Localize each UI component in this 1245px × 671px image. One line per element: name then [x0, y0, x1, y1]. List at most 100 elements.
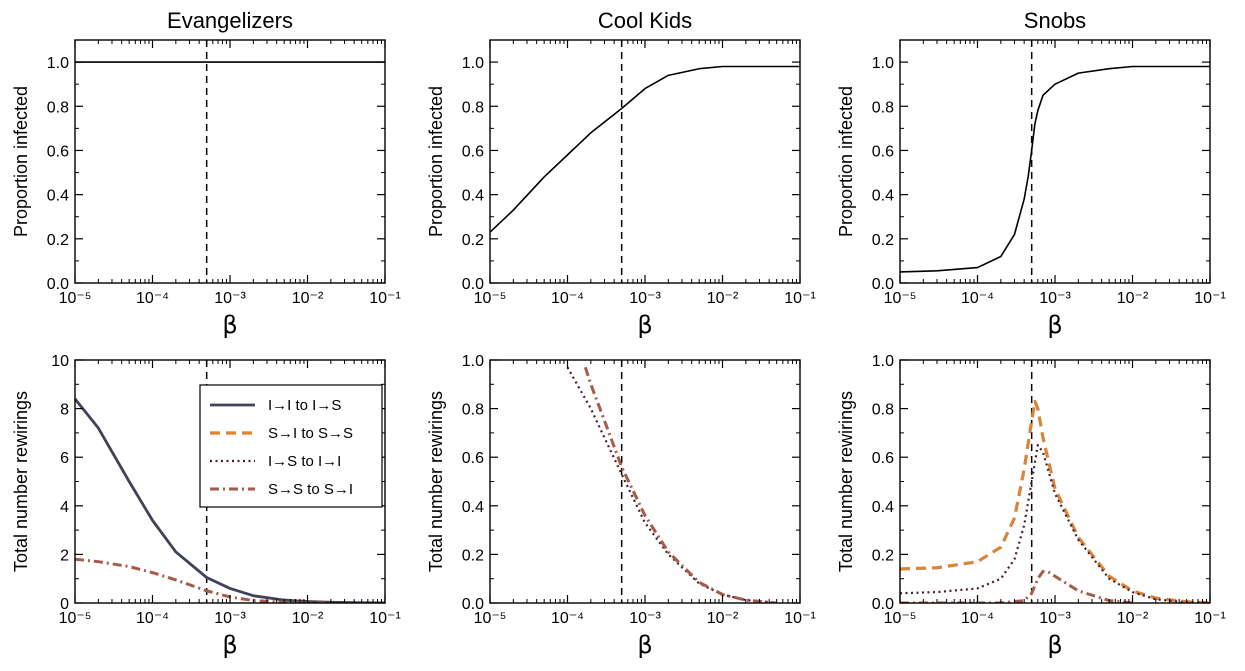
- y-tick-label: 10: [51, 353, 69, 370]
- x-tick-label: 10⁻¹: [1194, 610, 1226, 627]
- subplot-title: Snobs: [1024, 8, 1086, 33]
- y-tick-label: 0.2: [872, 232, 894, 249]
- x-tick-label: 10⁻¹: [784, 610, 816, 627]
- x-axis-label: β: [222, 311, 237, 339]
- x-axis-label: β: [1047, 311, 1062, 339]
- x-tick-label: 10⁻¹: [369, 610, 401, 627]
- y-tick-label: 0.2: [47, 232, 69, 249]
- x-tick-label: 10⁻⁴: [961, 290, 994, 307]
- x-tick-label: 10⁻³: [214, 290, 246, 307]
- axes-frame: [899, 359, 1211, 604]
- x-tick-label: 10⁻¹: [784, 290, 816, 307]
- x-tick-label: 10⁻³: [1039, 290, 1071, 307]
- y-tick-label: 4: [60, 499, 69, 516]
- x-tick-label: 10⁻²: [1117, 290, 1149, 307]
- subplot-3: 10⁻⁵ 10⁻⁴ 10⁻³ 10⁻² 10⁻¹ 0.0 0.2 0.4 0.6 0.8 1.0 Sn…: [836, 8, 1226, 339]
- x-tick-label: 10⁻¹: [369, 290, 401, 307]
- x-tick-label: 10⁻⁴: [551, 290, 584, 307]
- subplot-4: 10⁻⁵ 10⁻⁴ 10⁻³ 10⁻² 10⁻¹ 0 2 4 6 8 10 β Total number…: [11, 353, 401, 659]
- y-tick-label: 0.0: [462, 276, 484, 293]
- series-line-solid: [490, 65, 800, 233]
- x-tick-label: 10⁻³: [629, 610, 661, 627]
- y-tick-label: 0.2: [462, 232, 484, 249]
- series-line-dotted: [566, 366, 777, 603]
- legend-label: S→S to S→I: [268, 481, 353, 498]
- x-axis-label: β: [1047, 631, 1062, 659]
- x-tick-label: 10⁻⁵: [474, 290, 507, 307]
- subplot-title: Evangelizers: [167, 8, 293, 33]
- y-tick-label: 0.2: [462, 547, 484, 564]
- axes-frame: [899, 39, 1211, 284]
- x-tick-label: 10⁻²: [292, 610, 324, 627]
- y-tick-label: 0.4: [462, 499, 484, 516]
- x-axis-label: β: [222, 631, 237, 659]
- y-tick-label: 0.6: [872, 143, 894, 160]
- y-tick-label: 0.6: [872, 450, 894, 467]
- subplot-5: 10⁻⁵ 10⁻⁴ 10⁻³ 10⁻² 10⁻¹ 0.0 0.2 0.4 0.6 0.8 1.0 β T…: [426, 353, 816, 659]
- axes-frame: [74, 39, 386, 284]
- y-tick-label: 0.0: [872, 596, 894, 613]
- y-tick-label: 0.8: [872, 402, 894, 419]
- x-tick-label: 10⁻⁵: [884, 290, 917, 307]
- y-tick-label: 0.2: [872, 547, 894, 564]
- axes-frame: [489, 359, 801, 604]
- x-tick-label: 10⁻⁴: [136, 610, 169, 627]
- y-tick-label: 0.8: [462, 99, 484, 116]
- series-line-dashed: [900, 399, 1210, 603]
- x-tick-label: 10⁻³: [1039, 610, 1071, 627]
- series-line-dashdot: [75, 557, 331, 603]
- x-tick-label: 10⁻⁵: [474, 610, 507, 627]
- subplot-1: 10⁻⁵ 10⁻⁴ 10⁻³ 10⁻² 10⁻¹ 0.0 0.2 0.4 0.6 0.8 1.0 Ev…: [11, 8, 401, 339]
- y-tick-label: 0.8: [47, 99, 69, 116]
- y-axis-label: Total number rewirings: [836, 391, 856, 572]
- x-tick-label: 10⁻¹: [1194, 290, 1226, 307]
- y-axis-label: Proportion infected: [426, 86, 446, 237]
- x-tick-label: 10⁻³: [214, 610, 246, 627]
- y-axis-label: Proportion infected: [11, 86, 31, 237]
- axes-frame: [489, 39, 801, 284]
- y-tick-label: 0.8: [872, 99, 894, 116]
- y-tick-label: 0.4: [462, 188, 484, 205]
- y-tick-label: 0.0: [872, 276, 894, 293]
- x-tick-label: 10⁻⁵: [59, 290, 92, 307]
- y-tick-label: 2: [60, 547, 69, 564]
- x-tick-label: 10⁻⁴: [961, 610, 994, 627]
- y-tick-label: 1.0: [872, 353, 894, 370]
- subplot-title: Cool Kids: [598, 8, 692, 33]
- x-tick-label: 10⁻²: [707, 290, 739, 307]
- x-tick-label: 10⁻⁴: [136, 290, 169, 307]
- y-tick-label: 0.0: [462, 596, 484, 613]
- y-tick-label: 1.0: [872, 55, 894, 72]
- series-line-solid: [900, 65, 1210, 273]
- y-tick-label: 0.8: [462, 402, 484, 419]
- y-tick-label: 1.0: [47, 55, 69, 72]
- series-line-dotted: [900, 443, 1210, 603]
- x-axis-label: β: [637, 631, 652, 659]
- y-tick-label: 1.0: [462, 353, 484, 370]
- x-axis-label: β: [637, 311, 652, 339]
- x-tick-label: 10⁻³: [629, 290, 661, 307]
- subplot-2: 10⁻⁵ 10⁻⁴ 10⁻³ 10⁻² 10⁻¹ 0.0 0.2 0.4 0.6 0.8 1.0 Co…: [426, 8, 816, 339]
- x-tick-label: 10⁻²: [292, 290, 324, 307]
- y-tick-label: 6: [60, 450, 69, 467]
- y-tick-label: 0.4: [47, 188, 69, 205]
- y-tick-label: 1.0: [462, 55, 484, 72]
- y-tick-label: 8: [60, 402, 69, 419]
- x-tick-label: 10⁻²: [707, 610, 739, 627]
- legend-label: S→I to S→S: [268, 425, 353, 442]
- series-line-dashdot: [900, 569, 1133, 603]
- y-tick-label: 0.4: [872, 188, 894, 205]
- legend: I→I to I→S S→I to S→S I→S to I→I S→S to S→I: [199, 384, 383, 508]
- y-tick-label: 0: [60, 596, 69, 613]
- y-tick-label: 0.0: [47, 276, 69, 293]
- y-tick-label: 0.6: [462, 450, 484, 467]
- x-tick-label: 10⁻⁵: [884, 610, 917, 627]
- y-tick-label: 0.4: [872, 499, 894, 516]
- y-axis-label: Proportion infected: [836, 86, 856, 237]
- y-tick-label: 0.6: [462, 143, 484, 160]
- subplot-6: 10⁻⁵ 10⁻⁴ 10⁻³ 10⁻² 10⁻¹ 0.0 0.2 0.4 0.6 0.8 1.0 β T…: [836, 353, 1226, 659]
- x-tick-label: 10⁻²: [1117, 610, 1149, 627]
- legend-label: I→S to I→I: [268, 453, 341, 470]
- x-tick-label: 10⁻⁴: [551, 610, 584, 627]
